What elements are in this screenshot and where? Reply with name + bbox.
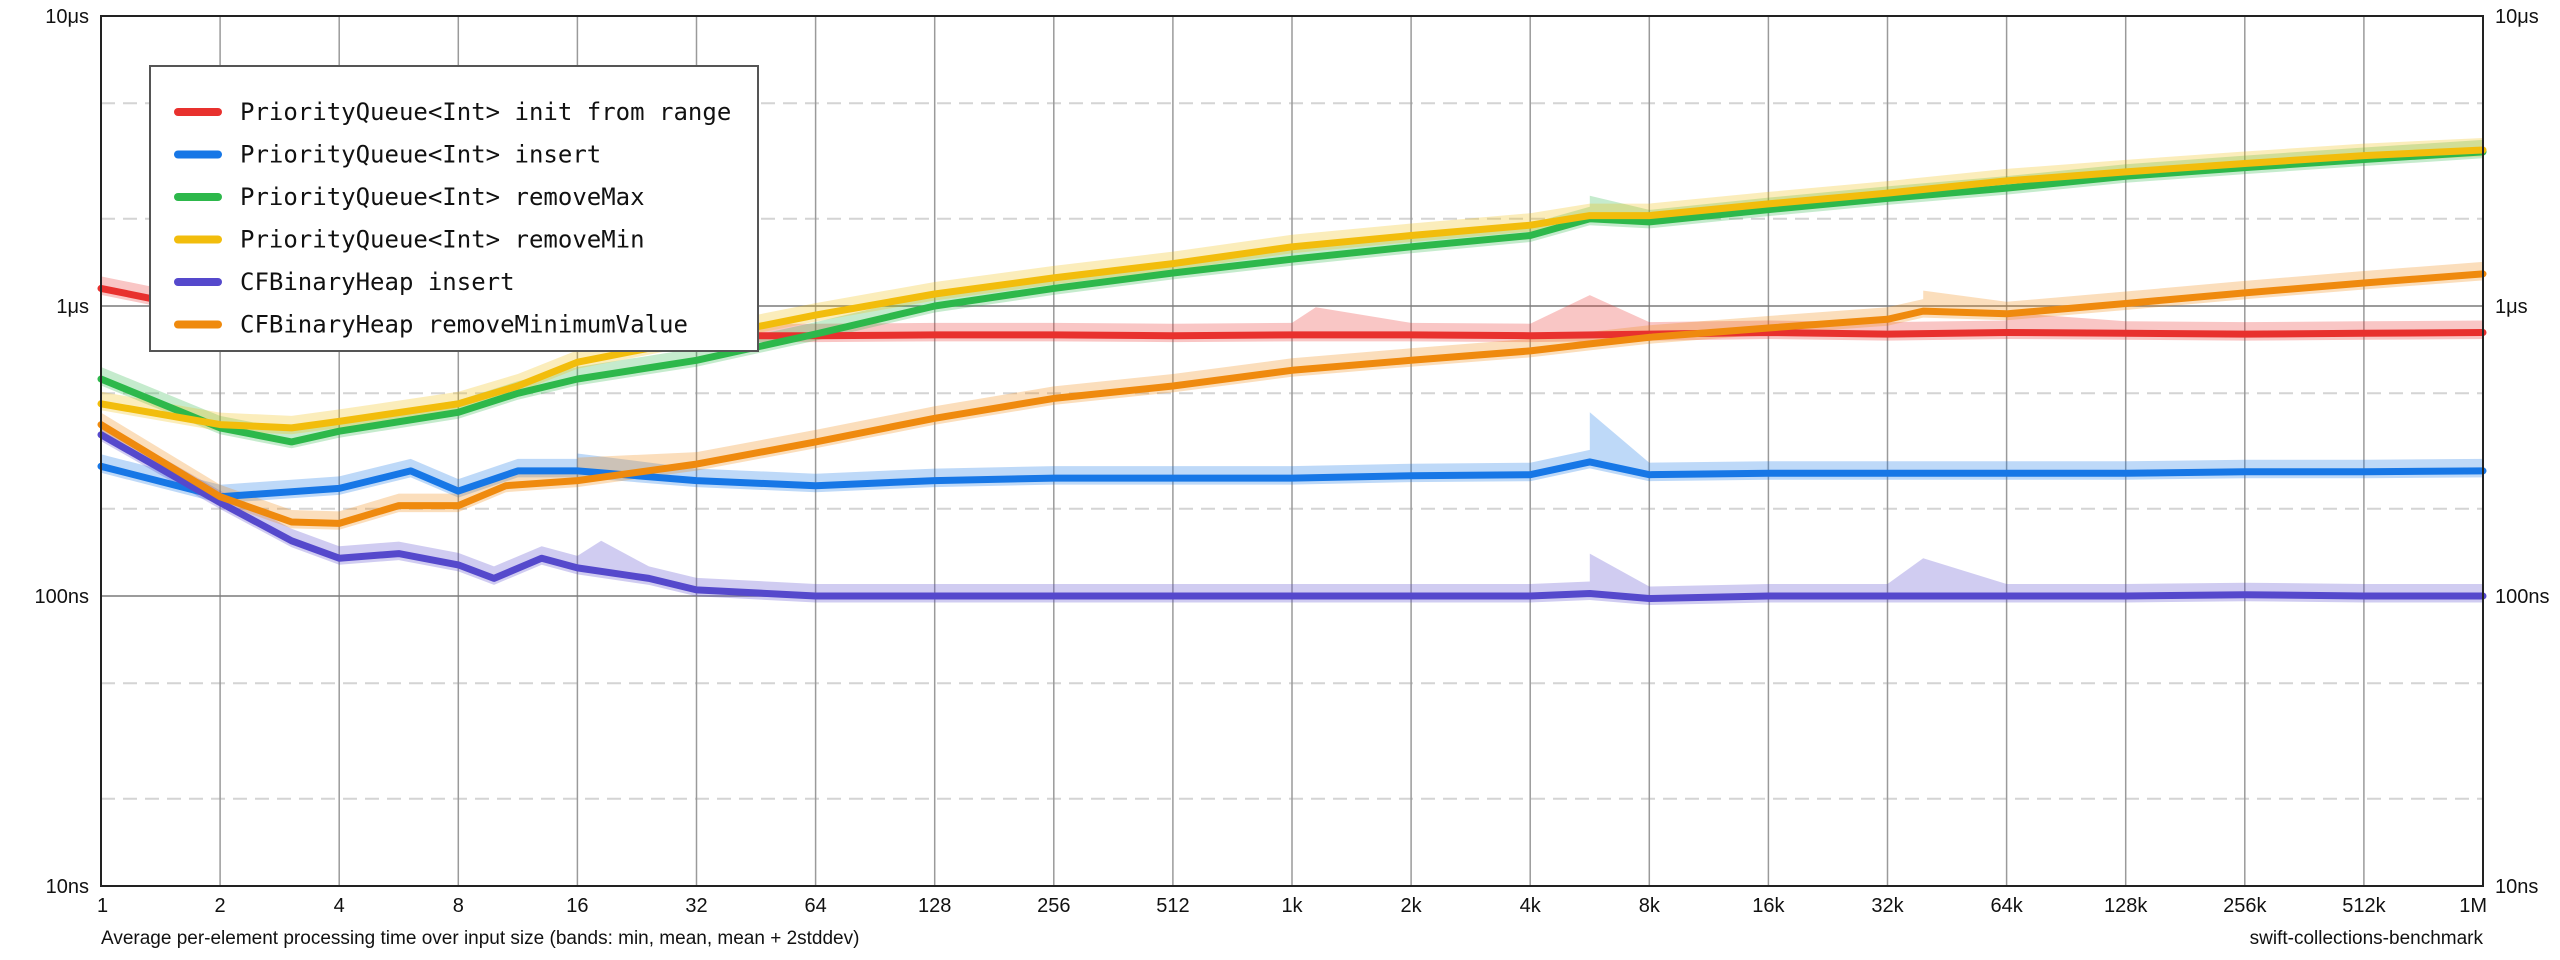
- axis-layer: 1 2 4 8 16 32 64 128 256 512 1k 2k 4k 8k 16k 32k 64k 128k…: [35, 6, 2550, 917]
- series-line-3: [97, 146, 2487, 432]
- legend: PriorityQueue<Int> init from range Priori…: [149, 65, 759, 352]
- y-tick-label-right: 10μs: [2495, 6, 2539, 28]
- x-tick-label: 2k: [1401, 895, 1423, 917]
- legend-label-5: CFBinaryHeap removeMinimumValue: [240, 311, 688, 339]
- x-tick-label: 32: [685, 895, 707, 917]
- y-tick-label-right: 100ns: [2495, 586, 2550, 608]
- x-tick-label: 4: [334, 895, 345, 917]
- y-tick-label-right: 10ns: [2495, 876, 2538, 898]
- legend-label-1: PriorityQueue<Int> insert: [240, 141, 601, 169]
- x-tick-label: 128k: [2104, 895, 2148, 917]
- x-tick-label: 256k: [2223, 895, 2267, 917]
- x-tick-label: 256: [1037, 895, 1070, 917]
- x-tick-label: 4k: [1520, 895, 1542, 917]
- x-tick-label: 64: [804, 895, 826, 917]
- legend-label-0: PriorityQueue<Int> init from range: [240, 98, 731, 126]
- footer-source: swift-collections-benchmark: [2250, 928, 2484, 949]
- y-tick-label-left: 1μs: [56, 296, 89, 318]
- x-tick-label: 512k: [2342, 895, 2386, 917]
- y-tick-label-right: 1μs: [2495, 296, 2528, 318]
- legend-box: [149, 65, 759, 352]
- x-tick-label: 512: [1156, 895, 1189, 917]
- legend-label-4: CFBinaryHeap insert: [240, 268, 515, 296]
- plot-frame: [100, 15, 2484, 887]
- x-tick-label: 1: [97, 895, 108, 917]
- x-tick-label: 1M: [2459, 895, 2487, 917]
- x-tick-label: 1k: [1281, 895, 1303, 917]
- series-band-4: [101, 422, 2483, 605]
- series-line-1: [97, 458, 2487, 501]
- legend-label-2: PriorityQueue<Int> removeMax: [240, 183, 645, 211]
- x-tick-label: 128: [918, 895, 951, 917]
- y-tick-label-left: 100ns: [35, 586, 90, 608]
- x-tick-label: 8k: [1639, 895, 1661, 917]
- x-tick-label: 32k: [1871, 895, 1904, 917]
- series-line-5: [97, 270, 2487, 527]
- footer-caption: Average per-element processing time over…: [101, 928, 859, 949]
- x-tick-label: 16k: [1752, 895, 1785, 917]
- y-tick-label-left: 10ns: [46, 876, 89, 898]
- series-line-4: [97, 431, 2487, 602]
- x-tick-label: 2: [215, 895, 226, 917]
- x-tick-label: 8: [453, 895, 464, 917]
- x-tick-label: 16: [566, 895, 588, 917]
- legend-label-3: PriorityQueue<Int> removeMin: [240, 226, 645, 254]
- series-line-2: [97, 148, 2487, 446]
- y-tick-label-left: 10μs: [45, 6, 89, 28]
- x-tick-label: 64k: [1990, 895, 2023, 917]
